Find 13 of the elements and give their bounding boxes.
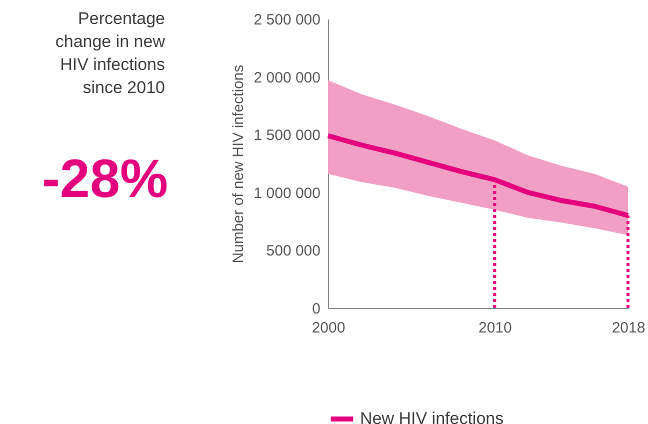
y-tick-label: 1 000 000: [254, 184, 320, 202]
y-axis-title: Number of new HIV infections: [230, 64, 247, 264]
x-tick-label: 2010: [478, 320, 512, 336]
text: Percentage change in new HIV infections since 2010: [55, 9, 166, 97]
y-tick-label: 1 500 000: [254, 127, 320, 144]
legend-label: New HIV infections: [360, 409, 504, 424]
y-tick-label: 0: [312, 300, 320, 318]
x-tick-label: 2000: [312, 320, 346, 336]
x-tick-label: 2018: [612, 320, 646, 336]
y-tick-label: 2 000 000: [254, 69, 320, 86]
y-tick-label: 500 000: [266, 242, 320, 260]
y-tick-label: 2 500 000: [254, 12, 320, 28]
text: -28%: [42, 149, 168, 209]
